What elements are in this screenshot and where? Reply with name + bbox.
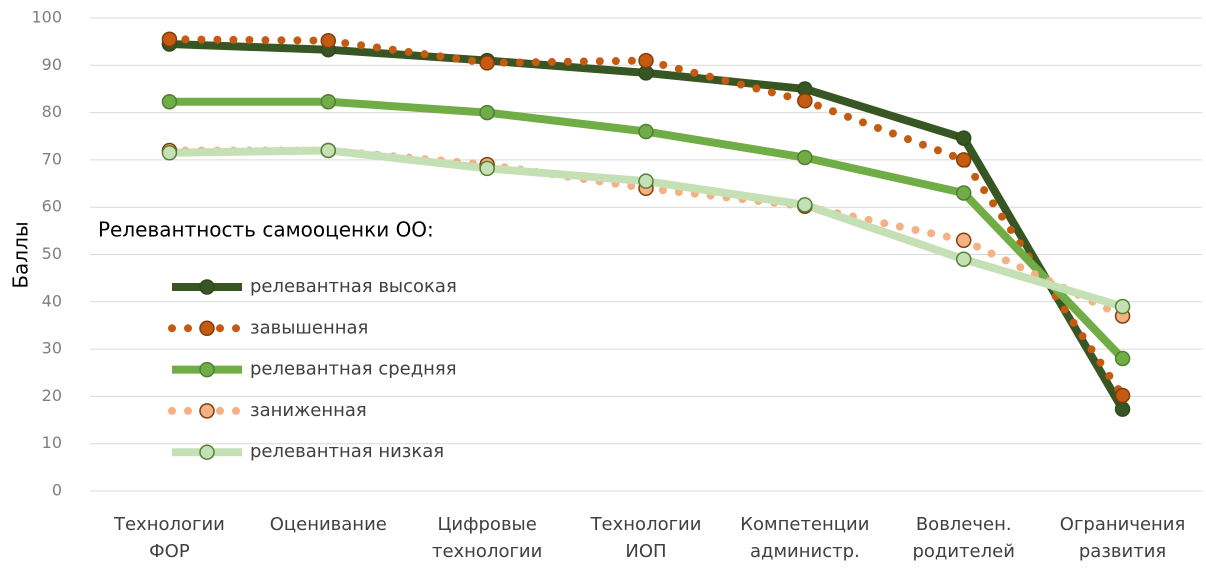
data-point <box>955 251 972 267</box>
data-point <box>161 145 178 161</box>
data-point <box>638 52 654 69</box>
legend-swatch-marker <box>199 320 215 337</box>
y-tick-label: 0 <box>52 481 62 500</box>
x-tick-label: Оценивание <box>269 514 387 535</box>
y-tick-label: 40 <box>42 291 62 310</box>
x-tick-label: Цифровые технологии <box>431 514 543 562</box>
legend-label: релевантная низкая <box>250 441 444 462</box>
data-point <box>161 93 178 110</box>
data-point <box>797 197 813 213</box>
legend-label: завышенная <box>250 317 368 338</box>
data-point <box>955 152 972 168</box>
data-point <box>479 104 495 121</box>
data-point <box>797 149 813 166</box>
y-tick-label: 80 <box>42 102 62 121</box>
data-point <box>955 130 972 146</box>
x-tick-label: Технологии ФОР <box>113 514 225 562</box>
data-point <box>955 232 972 249</box>
legend-title: Релевантность самооценки ОО: <box>98 218 434 242</box>
y-axis-label: Баллы <box>9 221 33 288</box>
data-point <box>320 93 337 110</box>
data-point <box>1114 387 1131 404</box>
y-tick-label: 50 <box>42 244 62 263</box>
y-tick-label: 90 <box>42 55 62 74</box>
x-tick-label: Ограничения развития <box>1059 514 1186 562</box>
x-tick-label: Компетенции администр. <box>740 514 870 562</box>
data-point <box>955 185 972 201</box>
y-tick-label: 70 <box>42 149 62 168</box>
x-tick-label: Технологии ИОП <box>590 514 702 562</box>
data-point <box>479 160 495 177</box>
data-point <box>1114 401 1131 417</box>
legend-label: заниженная <box>250 400 367 421</box>
data-point <box>320 32 337 49</box>
data-point <box>479 55 495 71</box>
y-tick-label: 100 <box>31 8 62 27</box>
legend-swatch-marker <box>199 403 215 419</box>
data-point <box>1114 350 1131 367</box>
legend-label: релевантная высокая <box>250 276 457 297</box>
x-tick-label: Вовлечен. родителей <box>912 514 1015 562</box>
data-point <box>161 31 178 48</box>
data-point <box>797 93 813 109</box>
data-point <box>638 123 654 140</box>
legend-swatch-marker <box>199 279 215 295</box>
y-tick-label: 60 <box>42 197 62 216</box>
data-point <box>638 173 654 189</box>
data-point <box>320 142 337 159</box>
y-tick-label: 30 <box>42 339 62 358</box>
legend-swatch-marker <box>199 361 215 378</box>
legend-label: релевантная средняя <box>250 359 457 380</box>
legend-swatch-marker <box>199 444 215 460</box>
y-tick-label: 10 <box>42 433 62 452</box>
y-tick-label: 20 <box>42 386 62 405</box>
data-point <box>1114 298 1131 315</box>
